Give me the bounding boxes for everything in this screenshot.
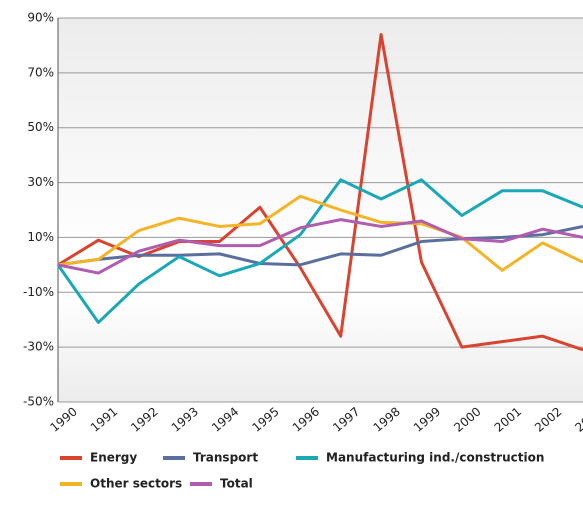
x-tick-label: 1992 [128,404,160,434]
y-tick-label: 30% [27,175,54,189]
x-tick-label: 1996 [290,404,322,434]
legend-label: Total [220,477,253,491]
x-tick-label: 1998 [371,404,403,434]
legend-label: Manufacturing ind./construction [326,451,544,465]
x-tick-label: 1997 [330,404,362,434]
y-tick-label: -10% [23,285,54,299]
series-line [57,224,583,267]
series-line [56,178,583,324]
x-tick-label: 1995 [249,404,281,434]
y-tick-label: -30% [23,340,54,354]
y-tick-label: 90% [27,11,54,25]
x-tick-label: 2000 [451,404,483,434]
plot-area [58,18,583,402]
x-tick-label: 1999 [411,404,443,434]
y-tick-label: 10% [27,230,54,244]
series-line [57,218,583,275]
y-tick-label: 70% [27,65,54,79]
x-tick-label: 1990 [47,404,79,434]
x-tick-label: 2002 [532,404,564,434]
legend-label: Other sectors [90,477,182,491]
legend-label: Energy [90,451,137,465]
x-tick-label: 1991 [88,404,120,434]
x-tick-label: 1994 [209,404,241,434]
y-tick-label: -50% [23,395,54,409]
x-tick-label: 1993 [169,404,201,434]
y-tick-label: 50% [27,120,54,134]
x-tick-label: 2003 [572,404,583,434]
x-tick-label: 2001 [492,404,524,434]
series-line [57,194,583,272]
legend-label: Transport [193,451,258,465]
